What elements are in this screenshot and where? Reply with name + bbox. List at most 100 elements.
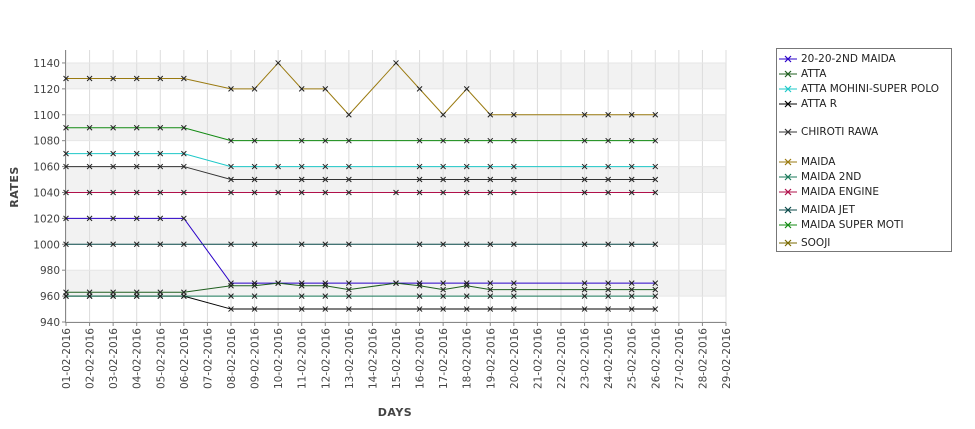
data-point [157, 75, 164, 82]
data-point [63, 215, 69, 222]
data-point [298, 241, 305, 248]
legend-item: ATTA R [779, 98, 837, 110]
legend-label: ATTA MOHINI-SUPER POLO [801, 83, 939, 95]
data-point [463, 86, 470, 92]
legend-box [776, 48, 952, 252]
y-tick-label: 1040 [33, 187, 60, 199]
y-tick-label: 940 [40, 317, 60, 329]
x-tick-label: 12-02-2016 [320, 328, 332, 389]
data-point [605, 280, 611, 286]
legend-label: SOOJI [801, 237, 830, 249]
data-point [581, 189, 588, 196]
data-point [63, 150, 69, 157]
data-point [463, 176, 470, 183]
data-point [63, 189, 69, 196]
data-point [346, 280, 352, 286]
y-tick-label: 980 [40, 265, 60, 277]
y-tick-label: 1120 [33, 84, 60, 96]
data-point [275, 60, 281, 66]
data-point [605, 286, 611, 293]
x-axis-title: DAYS [378, 406, 412, 419]
x-tick-label: 23-02-2016 [580, 328, 592, 389]
data-point [181, 150, 187, 157]
data-point [63, 124, 69, 131]
data-point [322, 306, 329, 312]
x-tick-label: 07-02-2016 [202, 328, 214, 389]
series-line [66, 217, 656, 284]
data-point [440, 306, 446, 312]
data-point [440, 189, 446, 196]
x-tick-label: 14-02-2016 [367, 328, 379, 389]
legend: 20-20-2ND MAIDA ATTA ATTA MOHINI-SUPER POL… [776, 48, 952, 252]
y-tick-label: 1060 [33, 162, 60, 174]
data-point [628, 286, 635, 293]
legend-label: MAIDA JET [801, 204, 855, 216]
data-point [298, 86, 305, 92]
legend-item: 20-20-2ND MAIDA [779, 53, 896, 65]
data-point [416, 280, 423, 286]
data-point [251, 163, 258, 170]
data-point [86, 124, 93, 131]
legend-item: MAIDA SUPER MOTI [779, 219, 904, 231]
data-point [628, 306, 635, 312]
data-point [581, 286, 588, 293]
data-point [652, 111, 659, 118]
data-point [628, 176, 635, 183]
data-point [86, 75, 93, 82]
data-point [322, 163, 329, 170]
x-tick-label: 21-02-2016 [532, 328, 544, 389]
data-point [133, 150, 140, 157]
x-tick-label: 26-02-2016 [650, 328, 662, 389]
y-tick-label: 1100 [33, 110, 60, 122]
data-point [322, 241, 329, 248]
legend-label: MAIDA [801, 156, 836, 168]
data-point [110, 215, 116, 222]
data-point [393, 189, 399, 196]
data-point [652, 293, 659, 299]
data-point [298, 189, 305, 196]
data-point [416, 163, 423, 170]
series-group [63, 241, 659, 248]
data-point [322, 176, 329, 183]
data-point [251, 176, 258, 183]
series-line [66, 282, 656, 293]
data-point [393, 60, 399, 66]
data-point [511, 241, 517, 248]
data-point [251, 137, 258, 144]
y-axis-title: RATES [8, 166, 21, 208]
series-group [63, 293, 659, 299]
data-point [652, 176, 659, 183]
data-point [416, 176, 423, 183]
data-point [628, 111, 635, 118]
data-point [110, 124, 116, 131]
series-group [63, 215, 659, 286]
data-point [157, 163, 164, 170]
legend-marker [784, 188, 792, 196]
data-point [652, 241, 659, 248]
x-tick-label: 24-02-2016 [603, 328, 615, 389]
data-point [110, 241, 116, 248]
data-point [133, 124, 140, 131]
x-tick-label: 01-02-2016 [61, 328, 73, 389]
data-point [63, 241, 69, 248]
x-tick-label: 05-02-2016 [155, 328, 167, 389]
legend-label: CHIROTI RAWA [801, 126, 879, 138]
y-axis-ticks: 940 960 980 1000 1020 1040 1060 1080 1100 1120 114… [33, 58, 66, 329]
y-tick-label: 1020 [33, 213, 60, 225]
data-point [581, 176, 588, 183]
data-point [110, 75, 116, 82]
legend-marker [784, 239, 792, 247]
data-point [628, 189, 635, 196]
data-point [298, 282, 305, 289]
data-point [487, 163, 494, 170]
y-tick-label: 960 [40, 291, 60, 303]
data-point [605, 293, 611, 299]
data-point [487, 137, 494, 144]
legend-item: MAIDA 2ND [779, 171, 861, 183]
data-point [346, 286, 352, 293]
data-point [86, 241, 93, 248]
data-point [440, 293, 446, 299]
series-group [63, 124, 659, 144]
legend-item: MAIDA [779, 156, 836, 168]
